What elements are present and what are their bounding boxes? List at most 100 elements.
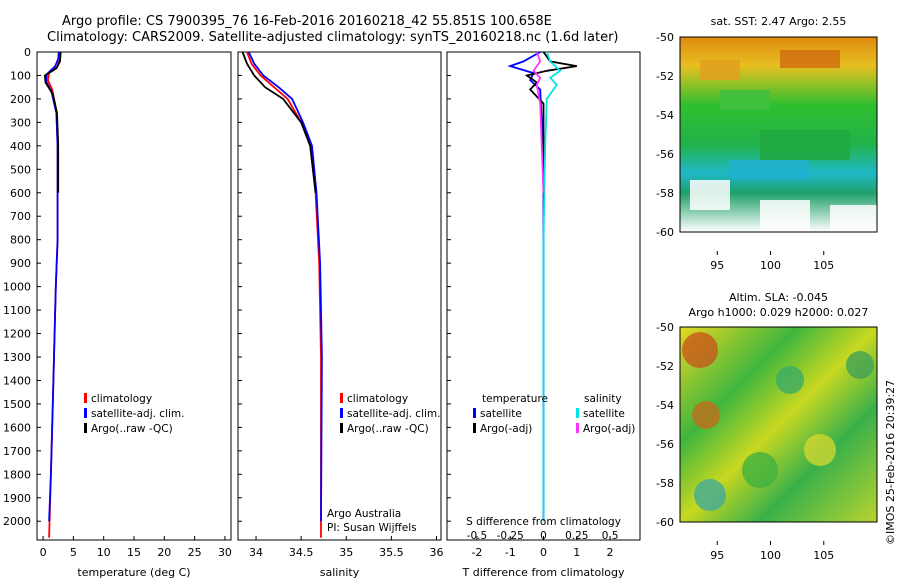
temperature-xtick-label: 15 <box>127 546 141 559</box>
salinity-legend-swatch <box>340 408 343 418</box>
sla_map-ytick-label: -52 <box>656 360 674 373</box>
depth-tick-label: 1300 <box>3 351 31 364</box>
temperature-legend-label: satellite-adj. clim. <box>91 408 184 420</box>
temperature-xtick-label: 20 <box>157 546 171 559</box>
sst_map-ytick-label: -52 <box>656 70 674 83</box>
difference-xlabel: T difference from climatology <box>462 566 625 579</box>
depth-tick-label: 100 <box>10 69 31 82</box>
sst_map-ytick-label: -54 <box>656 109 674 122</box>
diff-legend-label: Argo(-adj) <box>583 423 635 435</box>
salinity-xtick-label: 36 <box>429 546 443 559</box>
depth-tick-label: 1500 <box>3 398 31 411</box>
depth-tick-label: 300 <box>10 116 31 129</box>
diff-legend-header-salinity: salinity <box>584 393 622 405</box>
top-axis-tick-label: -0.5 <box>467 530 488 542</box>
depth-tick-label: 900 <box>10 257 31 270</box>
difference-xtick-label: -2 <box>471 546 482 559</box>
diff-legend-swatch <box>576 423 579 433</box>
salinity-xtick-label: 35.5 <box>379 546 404 559</box>
diff-legend-header-temperature: temperature <box>482 393 548 405</box>
difference-xtick-label: 1 <box>573 546 580 559</box>
depth-tick-label: 700 <box>10 210 31 223</box>
sla_map-ytick-label: -56 <box>656 438 674 451</box>
figure-title-line1: Argo profile: CS 7900395_76 16-Feb-2016 … <box>62 14 552 29</box>
salinity-legend-label: Argo(..raw -QC) <box>347 423 429 435</box>
depth-tick-label: 1600 <box>3 421 31 434</box>
top-axis-tick-label: -0.25 <box>497 530 524 542</box>
sla_map-ytick-label: -60 <box>656 516 674 529</box>
sst_map-title: sat. SST: 2.47 Argo: 2.55 <box>711 15 847 28</box>
annotation-line: Argo Australia <box>327 508 401 520</box>
sla-anomaly-blob <box>692 401 720 429</box>
sst_map-ytick-label: -60 <box>656 226 674 239</box>
diff-legend-label: Argo(-adj) <box>480 423 532 435</box>
temperature-xtick-label: 0 <box>40 546 47 559</box>
temperature-xlabel: temperature (deg C) <box>77 566 190 579</box>
salinity-series-argo-raw-qc- <box>241 51 317 193</box>
sst-patch <box>720 90 770 110</box>
depth-tick-label: 1900 <box>3 492 31 505</box>
depth-tick-label: 500 <box>10 163 31 176</box>
salinity-xtick-label: 35 <box>339 546 353 559</box>
depth-tick-label: 1000 <box>3 281 31 294</box>
sla-anomaly-blob <box>682 332 718 368</box>
temperature-series-climatology <box>46 51 62 538</box>
temperature-legend-swatch <box>84 408 87 418</box>
sst-patch <box>760 200 810 232</box>
difference-series-temperature-satellite <box>507 51 545 522</box>
sst-patch <box>830 205 877 232</box>
sst_map-ytick-label: -58 <box>656 187 674 200</box>
sst-patch <box>780 50 840 68</box>
salinity-legend-label: climatology <box>347 393 408 405</box>
salinity-legend-label: satellite-adj. clim. <box>347 408 440 420</box>
top-axis-tick-label: 0 <box>540 530 547 542</box>
temperature-xtick-label: 30 <box>218 546 232 559</box>
depth-tick-label: 1700 <box>3 445 31 458</box>
sla_map-xtick-label: 95 <box>710 549 724 562</box>
depth-tick-label: 800 <box>10 234 31 247</box>
depth-tick-label: 1200 <box>3 328 31 341</box>
difference-series-salinity-argo-adj- <box>532 51 545 193</box>
depth-tick-label: 1400 <box>3 374 31 387</box>
temperature-xtick-label: 10 <box>97 546 111 559</box>
sla_map-ytick-label: -54 <box>656 399 674 412</box>
difference-xtick-label: 0 <box>540 546 547 559</box>
annotation-line: PI: Susan Wijffels <box>327 522 417 534</box>
temperature-legend-label: climatology <box>91 393 152 405</box>
sst_map-ytick-label: -56 <box>656 148 674 161</box>
salinity-xtick-label: 34.5 <box>289 546 314 559</box>
depth-tick-label: 1100 <box>3 304 31 317</box>
difference-series-salinity-satellite <box>542 51 562 522</box>
sla-anomaly-blob <box>804 434 836 466</box>
diff-legend-swatch <box>576 408 579 418</box>
temperature-series-argo-raw-qc- <box>43 51 62 193</box>
depth-tick-label: 200 <box>10 93 31 106</box>
figure-title-line2: Climatology: CARS2009. Satellite-adjuste… <box>47 30 619 45</box>
diff-legend-swatch <box>473 408 476 418</box>
depth-tick-label: 2000 <box>3 515 31 528</box>
sla_map-ytick-label: -58 <box>656 477 674 490</box>
sla_map-frame <box>679 326 878 523</box>
temperature-xtick-label: 5 <box>70 546 77 559</box>
salinity-axes-frame <box>237 51 442 541</box>
depth-tick-label: 0 <box>24 46 31 59</box>
sla-anomaly-blob <box>776 366 804 394</box>
diff-legend-swatch <box>473 423 476 433</box>
sla-anomaly-blob <box>742 452 778 488</box>
depth-tick-label: 400 <box>10 140 31 153</box>
diff-legend-label: satellite <box>583 408 625 420</box>
sla_map-xtick-label: 100 <box>760 549 781 562</box>
salinity-legend-swatch <box>340 393 343 403</box>
imos-credit: ©IMOS 25-Feb-2016 20:39:27 <box>884 379 897 545</box>
sla_map-title: Altim. SLA: -0.045 <box>729 291 828 304</box>
sst-patch <box>690 180 730 210</box>
top-axis-label: S difference from climatology <box>466 516 621 528</box>
temperature-xtick-label: 25 <box>188 546 202 559</box>
sst-patch <box>760 130 850 160</box>
sla-anomaly-blob <box>694 479 726 511</box>
temperature-legend-label: Argo(..raw -QC) <box>91 423 173 435</box>
difference-xtick-label: 2 <box>607 546 614 559</box>
sst-patch <box>700 60 740 80</box>
sst_map-xtick-label: 95 <box>710 259 724 272</box>
